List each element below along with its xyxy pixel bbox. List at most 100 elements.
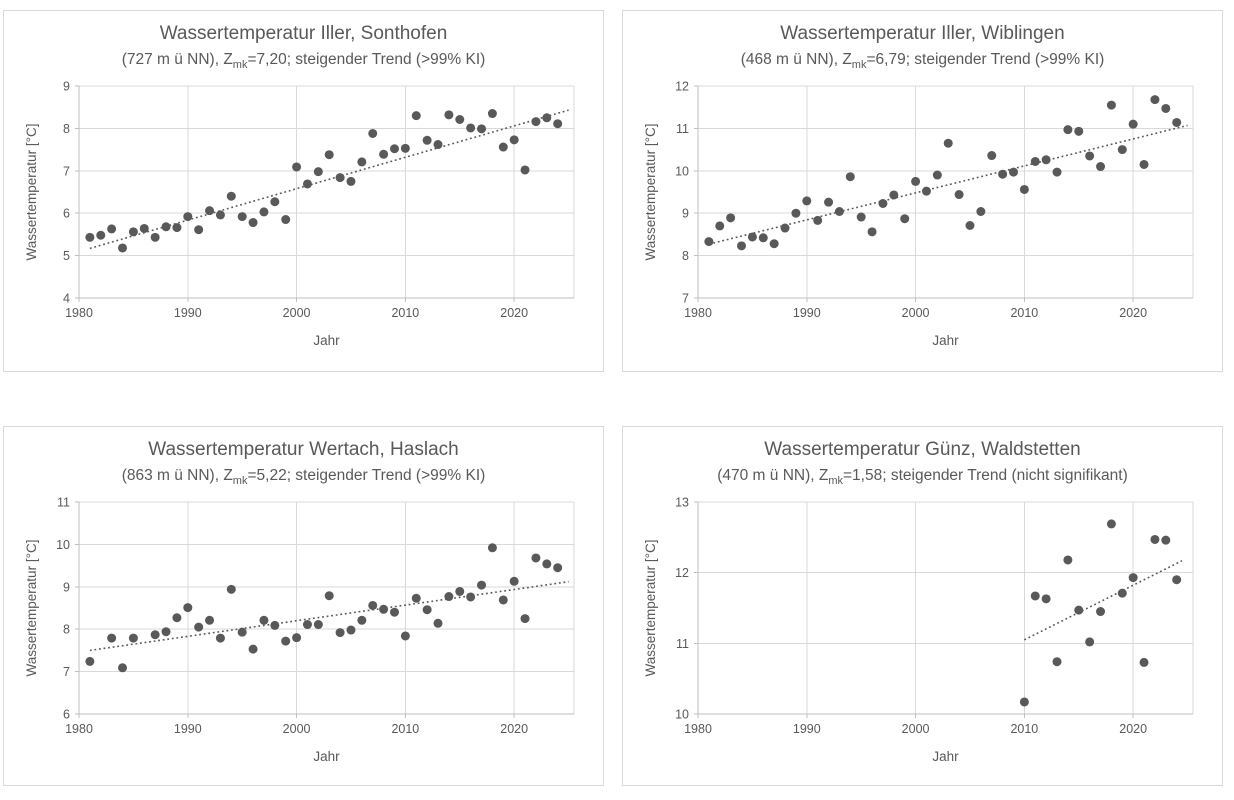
data-point (172, 223, 182, 233)
chart-subtitle: (470 m ü NN), Zmk=1,58; steigender Trend… (623, 463, 1222, 488)
data-point (1074, 605, 1084, 615)
y-tick-label: 10 (675, 164, 689, 178)
data-point (1172, 117, 1182, 127)
data-point (205, 206, 215, 216)
data-point (856, 212, 866, 222)
data-point (292, 633, 302, 643)
data-point (824, 197, 834, 207)
y-tick-label: 7 (63, 164, 70, 178)
data-point (281, 636, 291, 646)
x-tick-label: 1990 (174, 722, 202, 736)
data-point (1128, 119, 1138, 129)
data-point (531, 553, 541, 563)
chart-subtitle: (468 m ü NN), Zmk=6,79; steigender Trend… (623, 47, 1222, 72)
y-tick-label: 7 (63, 665, 70, 679)
data-point (1150, 534, 1160, 544)
scatter-plot: 7 8 9 10 11 12 1980 1990 2000 2010 2020 Jahr Wassert… (643, 80, 1194, 348)
data-point (194, 225, 204, 235)
x-tick-label: 1990 (793, 722, 821, 736)
data-point (389, 607, 399, 617)
data-point (433, 140, 443, 150)
data-point (737, 241, 747, 251)
data-point (943, 138, 953, 148)
y-tick-label: 8 (682, 249, 689, 263)
data-point (302, 620, 312, 630)
x-tick-label: 2010 (1010, 722, 1038, 736)
data-point (335, 173, 345, 183)
chart-panel-guenz-waldstetten: Wassertemperatur Günz, Waldstetten (470 … (622, 426, 1223, 786)
y-tick-label: 11 (676, 637, 689, 651)
y-tick-label: 11 (57, 496, 70, 510)
data-point (161, 627, 171, 637)
data-point (1063, 125, 1073, 135)
data-point (1030, 591, 1040, 601)
y-tick-label: 11 (676, 122, 689, 136)
data-point (183, 212, 193, 222)
chart-panel-wertach-haslach: Wassertemperatur Wertach, Haslach (863 m… (3, 426, 604, 786)
data-point (758, 233, 768, 243)
x-tick-label: 2000 (283, 722, 311, 736)
data-point (118, 663, 128, 673)
data-point (542, 559, 552, 569)
data-point (107, 224, 117, 234)
data-point (270, 197, 280, 207)
y-tick-label: 4 (63, 292, 70, 306)
data-point (1019, 697, 1029, 707)
data-point (281, 215, 291, 225)
data-point (411, 593, 421, 603)
y-tick-label: 7 (682, 292, 689, 306)
y-tick-label: 9 (682, 207, 689, 221)
data-point (194, 622, 204, 632)
data-point (1128, 573, 1138, 583)
data-point (976, 207, 986, 217)
data-point (1096, 162, 1106, 172)
x-tick-label: 2020 (500, 722, 528, 736)
x-tick-label: 2020 (1119, 306, 1147, 320)
data-point (172, 613, 182, 623)
data-point (867, 227, 877, 237)
data-point (324, 591, 334, 601)
y-tick-label: 9 (63, 580, 70, 594)
data-point (878, 198, 888, 208)
data-point (780, 223, 790, 233)
data-point (85, 232, 95, 242)
data-point (357, 157, 367, 167)
data-point (834, 207, 844, 217)
chart-panel-iller-wiblingen: Wassertemperatur Iller, Wiblingen (468 m… (622, 10, 1223, 372)
data-point (368, 128, 378, 138)
data-point (520, 614, 530, 624)
data-point (1117, 588, 1127, 598)
data-point (259, 615, 269, 625)
data-point (791, 208, 801, 218)
data-point (302, 179, 312, 189)
data-point (422, 605, 432, 615)
data-point (802, 196, 812, 206)
data-point (704, 237, 714, 247)
x-tick-label: 2000 (902, 306, 930, 320)
data-point (1106, 100, 1116, 110)
data-point (1041, 594, 1051, 604)
subtitle-text-pre: (470 m ü NN), Z (717, 467, 829, 484)
data-point (1052, 657, 1062, 667)
data-point (509, 135, 519, 145)
data-point (433, 618, 443, 628)
data-point (726, 213, 736, 223)
data-point (1063, 555, 1073, 565)
data-point (237, 627, 247, 637)
subtitle-text-post: =1,58; steigender Trend (nicht signifika… (843, 467, 1128, 484)
y-axis-title: Wassertemperatur [°C] (24, 124, 39, 261)
chart-subtitle: (727 m ü NN), Zmk=7,20; steigender Trend… (4, 47, 603, 72)
y-tick-label: 5 (63, 249, 70, 263)
data-point (139, 223, 149, 233)
data-point (150, 232, 160, 242)
data-point (498, 142, 508, 152)
data-point (400, 631, 410, 641)
data-point (553, 119, 563, 129)
z-mk-subscript: mk (232, 59, 248, 72)
data-point (270, 620, 280, 630)
data-point (715, 221, 725, 231)
data-point (313, 620, 323, 630)
data-point (444, 592, 454, 602)
x-tick-label: 2010 (1010, 306, 1038, 320)
data-point (1008, 167, 1018, 177)
